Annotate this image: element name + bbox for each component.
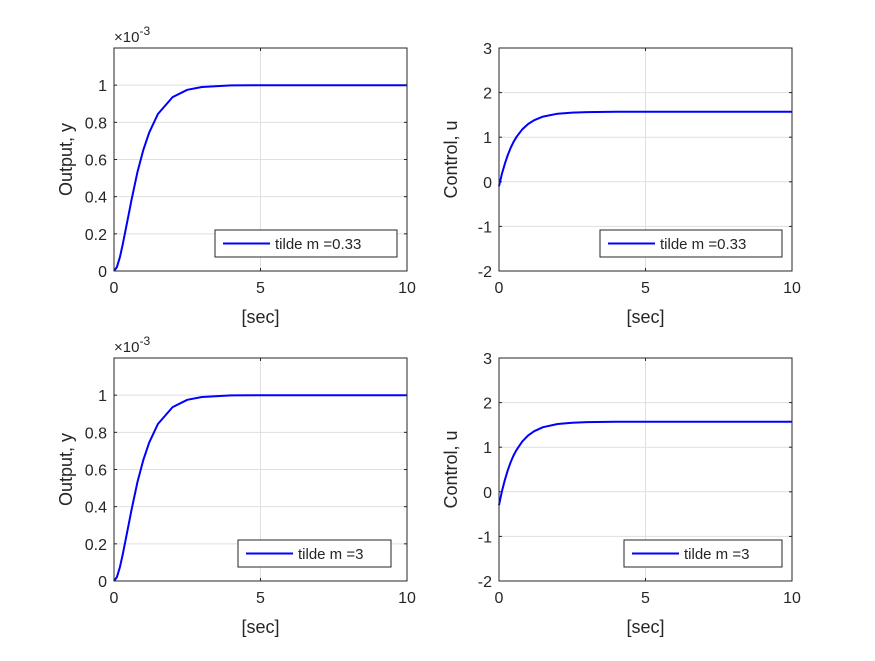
y-tick-label: 0 — [98, 574, 107, 591]
y-tick-label: 2 — [483, 86, 492, 103]
legend-label: tilde m =3 — [298, 546, 363, 563]
y-tick-label: -2 — [478, 574, 492, 591]
x-tick-label: 5 — [641, 590, 650, 607]
y-tick-label: 0.2 — [85, 227, 107, 244]
legend: tilde m =0.33 — [599, 229, 783, 258]
series-line — [498, 110, 792, 187]
y-exponent-power: -3 — [139, 334, 150, 348]
y-tick-label: 1 — [98, 388, 107, 405]
x-tick-label: 0 — [110, 280, 119, 297]
series-line — [113, 84, 407, 272]
legend-label: tilde m =3 — [684, 546, 749, 563]
subplot-2: 0 5 10 -2 -1 0 1 2 3 [sec] Control, u tilde m =0.33 — [441, 41, 801, 327]
legend-label: tilde m =0.33 — [275, 236, 361, 253]
x-tick-label: 0 — [495, 280, 504, 297]
y-tick-label: 2 — [483, 396, 492, 413]
y-tick-label: 0 — [483, 175, 492, 192]
x-axis-label: [sec] — [241, 617, 279, 637]
subplot-1: 0 5 10 0 0.2 0.4 0.6 0.8 1 [sec] Output, y ×10-3 til… — [56, 24, 416, 327]
x-tick-label: 10 — [783, 590, 801, 607]
x-tick-label: 5 — [641, 280, 650, 297]
x-tick-label: 0 — [495, 590, 504, 607]
x-tick-label: 0 — [110, 590, 119, 607]
x-tick-label: 5 — [256, 280, 265, 297]
y-tick-label: 0 — [98, 264, 107, 281]
x-tick-label: 10 — [398, 590, 416, 607]
y-axis-label: Control, u — [441, 430, 461, 508]
x-axis-label: [sec] — [241, 307, 279, 327]
y-exponent-label: ×10-3 — [114, 24, 150, 46]
x-tick-label: 10 — [783, 280, 801, 297]
y-tick-label: 0.4 — [85, 500, 107, 517]
y-tick-label: 3 — [483, 351, 492, 368]
legend: tilde m =3 — [237, 539, 392, 568]
y-tick-label: -2 — [478, 264, 492, 281]
y-tick-label: 0 — [483, 485, 492, 502]
y-tick-label: -1 — [478, 219, 492, 236]
y-tick-label: 0.2 — [85, 537, 107, 554]
subplot-4: 0 5 10 -2 -1 0 1 2 3 [sec] Control, u tilde m =3 — [441, 351, 801, 637]
y-tick-label: 1 — [483, 130, 492, 147]
y-axis-label: Control, u — [441, 120, 461, 198]
series-line — [498, 420, 792, 506]
legend-label: tilde m =0.33 — [660, 236, 746, 253]
y-tick-label: 0.6 — [85, 153, 107, 170]
x-axis-label: [sec] — [626, 617, 664, 637]
y-tick-label: 0.8 — [85, 115, 107, 132]
y-exponent-power: -3 — [139, 24, 150, 38]
legend: tilde m =0.33 — [214, 229, 398, 258]
y-tick-label: 0.6 — [85, 463, 107, 480]
y-exponent-label: ×10-3 — [114, 334, 150, 356]
y-tick-label: 1 — [98, 78, 107, 95]
subplot-3: 0 5 10 0 0.2 0.4 0.6 0.8 1 [sec] Output, y ×10-3 til… — [56, 334, 416, 637]
y-axis-label: Output, y — [56, 433, 76, 506]
y-tick-label: 1 — [483, 440, 492, 457]
x-axis-label: [sec] — [626, 307, 664, 327]
series-line — [113, 394, 407, 582]
x-tick-label: 10 — [398, 280, 416, 297]
y-axis-label: Output, y — [56, 123, 76, 196]
y-tick-label: 3 — [483, 41, 492, 58]
legend: tilde m =3 — [623, 539, 783, 568]
y-tick-label: 0.8 — [85, 425, 107, 442]
x-tick-label: 5 — [256, 590, 265, 607]
y-tick-label: -1 — [478, 529, 492, 546]
y-tick-label: 0.4 — [85, 190, 107, 207]
